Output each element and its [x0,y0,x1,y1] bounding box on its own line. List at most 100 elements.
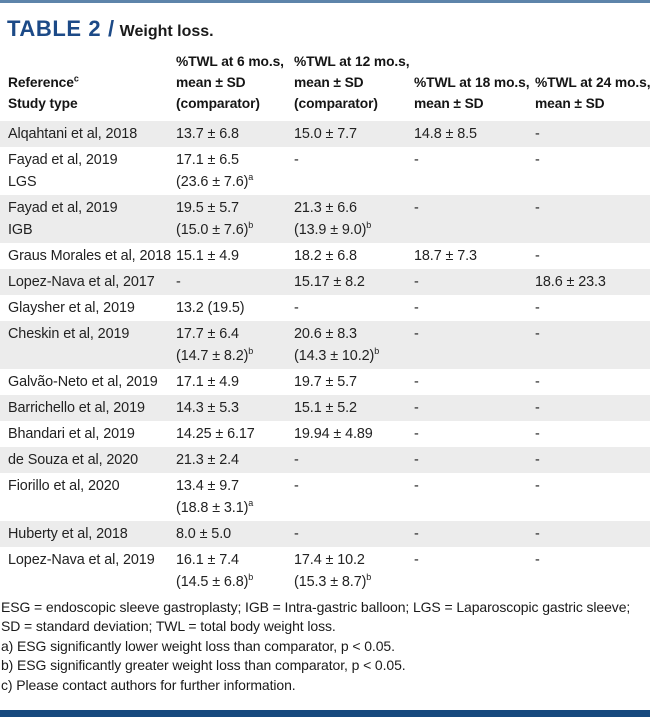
cell-line: - [294,478,299,494]
value-cell: 8.0 ± 5.0 [176,521,294,547]
value-cell: - [535,243,650,269]
table-header: Referencec Study type %TWL at 6 mo.s, mean … [0,43,650,121]
reference-cell: Alqahtani et al, 2018 [0,121,176,147]
value-cell: - [535,395,650,421]
cell-line: - [414,200,419,216]
cell-line: - [414,426,419,442]
table-body: Alqahtani et al, 2018 13.7 ± 6.8 15.0 ± 7.… [0,121,650,595]
superscript-marker: b [366,572,372,583]
cell-line: (comparator) [294,96,378,111]
cell-line: Cheskin et al, 2019 [8,326,130,342]
value-cell: - [414,321,535,369]
footnotes: ESG = endoscopic sleeve gastroplasty; IG… [0,598,650,695]
cell-line: 21.3 ± 2.4 [176,452,239,468]
cell-line: (18.8 ± 3.1)a [176,498,254,516]
cell-line: - [535,478,540,494]
superscript-marker: a [248,498,254,509]
value-cell: - [294,521,414,547]
cell-line: 8.0 ± 5.0 [176,526,232,542]
reference-cell: Fiorillo et al, 2020 [0,473,176,521]
reference-cell: Bhandari et al, 2019 [0,421,176,447]
cell-line: 19.5 ± 5.7 [176,200,239,216]
superscript-marker: b [366,220,372,231]
table-row: de Souza et al, 2020 21.3 ± 2.4 - - - [0,447,650,473]
value-cell: - [535,369,650,395]
value-cell: - [535,321,650,369]
cell-line: 15.1 ± 4.9 [176,248,239,264]
table-row: Galvão-Neto et al, 2019 17.1 ± 4.9 19.7 ± … [0,369,650,395]
superscript-marker: b [248,220,254,231]
cell-line: - [414,552,419,568]
value-cell: 16.1 ± 7.4 (14.5 ± 6.8)b [176,547,294,595]
value-cell: 21.3 ± 2.4 [176,447,294,473]
cell-line: mean ± SD [294,75,364,90]
reference-cell: Cheskin et al, 2019 [0,321,176,369]
cell-line: 15.0 ± 7.7 [294,126,357,142]
value-cell: - [294,447,414,473]
cell-line: 19.7 ± 5.7 [294,374,357,390]
cell-line: (14.5 ± 6.8)b [176,572,254,590]
table-row: Fiorillo et al, 2020 13.4 ± 9.7 (18.8 ± 3.… [0,473,650,521]
cell-line: Fayad et al, 2019 [8,200,118,216]
footnote-abbreviations-2: SD = standard deviation; TWL = total bod… [1,618,336,635]
value-cell: - [535,121,650,147]
value-cell: 17.4 ± 10.2 (15.3 ± 8.7)b [294,547,414,595]
cell-line: %TWL at 6 mo.s, [176,54,284,69]
reference-cell: de Souza et al, 2020 [0,447,176,473]
value-cell: 15.0 ± 7.7 [294,121,414,147]
reference-cell: Fayad et al, 2019 IGB [0,195,176,243]
cell-line: Study type [8,96,78,111]
column-header-5: %TWL at 24 mo.s, mean ± SD [535,43,650,121]
header-row: Referencec Study type %TWL at 6 mo.s, mean … [0,43,650,121]
value-cell: 18.2 ± 6.8 [294,243,414,269]
table-row: Fayad et al, 2019 IGB 19.5 ± 5.7 (15.0 ± 7.… [0,195,650,243]
cell-line: IGB [8,222,33,238]
reference-cell: Graus Morales et al, 2018 [0,243,176,269]
cell-line: 20.6 ± 8.3 [294,326,357,342]
value-cell: 19.5 ± 5.7 (15.0 ± 7.6)b [176,195,294,243]
cell-line: 19.94 ± 4.89 [294,426,373,442]
cell-line: - [414,374,419,390]
cell-line: 13.4 ± 9.7 [176,478,239,494]
value-cell: 13.7 ± 6.8 [176,121,294,147]
value-cell: - [176,269,294,295]
cell-line: - [414,326,419,342]
value-cell: 15.1 ± 5.2 [294,395,414,421]
cell-line: LGS [8,174,37,190]
cell-line: 13.2 (19.5) [176,300,245,316]
value-cell: - [414,147,535,195]
cell-line: - [414,300,419,316]
value-cell: - [294,295,414,321]
value-cell: - [294,473,414,521]
cell-line: 17.4 ± 10.2 [294,552,365,568]
value-cell: 14.3 ± 5.3 [176,395,294,421]
cell-line: Graus Morales et al, 2018 [8,248,172,264]
cell-line: 17.1 ± 4.9 [176,374,239,390]
superscript-marker: c [73,73,79,84]
cell-line: (23.6 ± 7.6)a [176,172,254,190]
value-cell: 17.1 ± 6.5 (23.6 ± 7.6)a [176,147,294,195]
footnote-a: a) ESG significantly lower weight loss t… [1,637,395,654]
cell-line: 16.1 ± 7.4 [176,552,239,568]
cell-line: 17.1 ± 6.5 [176,152,239,168]
cell-line: - [294,452,299,468]
reference-cell: Lopez-Nava et al, 2019 [0,547,176,595]
value-cell: - [414,547,535,595]
reference-cell: Lopez-Nava et al, 2017 [0,269,176,295]
top-accent-bar [0,0,650,3]
cell-line: mean ± SD [535,96,605,111]
reference-cell: Huberty et al, 2018 [0,521,176,547]
value-cell: - [535,295,650,321]
value-cell: - [535,195,650,243]
cell-line: 15.1 ± 5.2 [294,400,357,416]
value-cell: 15.1 ± 4.9 [176,243,294,269]
value-cell: 17.7 ± 6.4 (14.7 ± 8.2)b [176,321,294,369]
cell-line: 21.3 ± 6.6 [294,200,357,216]
cell-line: - [414,400,419,416]
cell-line: (14.3 ± 10.2)b [294,346,380,364]
value-cell: - [414,421,535,447]
value-cell: - [535,447,650,473]
value-cell: - [414,269,535,295]
cell-line: %TWL at 12 mo.s, [294,54,410,69]
value-cell: 19.94 ± 4.89 [294,421,414,447]
